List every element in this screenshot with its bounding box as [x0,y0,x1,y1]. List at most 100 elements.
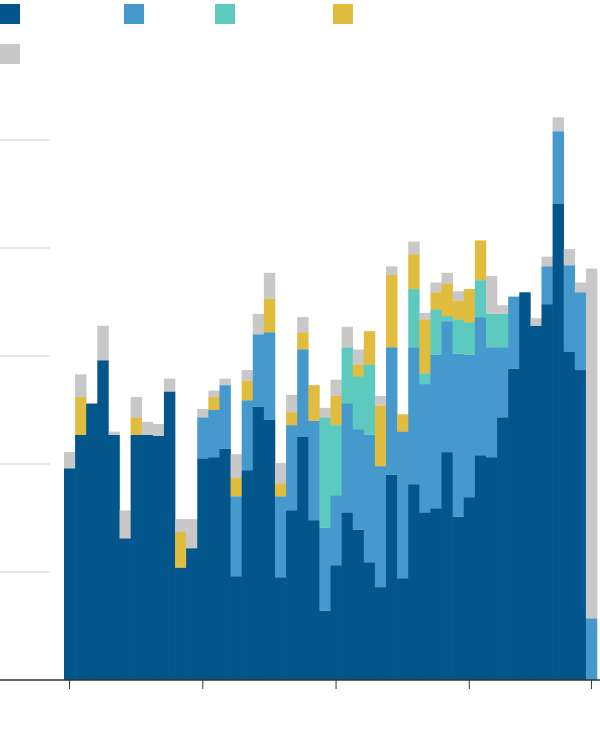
bar-segment [585,618,598,680]
bar-segment [297,437,309,680]
bar-segment [363,562,376,680]
bar-segment [408,241,420,255]
bar-segment [308,385,320,421]
bar-segment [419,384,431,513]
bar-segment [341,326,354,348]
bar-segment [430,292,442,310]
bar-segment [230,454,242,479]
bar-segment [263,419,276,680]
bar-segment [508,296,520,369]
bar-segment [530,318,542,326]
bar-segment [363,434,376,563]
bar-segment [197,408,209,418]
bar-segment [297,349,309,437]
bar-segment [497,313,509,348]
bar-segment [274,483,287,497]
bar-segment [330,565,342,680]
bar-segment [386,275,398,348]
bar-segment [563,265,576,352]
bar-segment [452,353,465,517]
bar-segment [352,364,365,377]
bar-segment [585,268,598,619]
bar-segment [130,434,143,680]
bar-segment [274,577,287,680]
bar-segment [241,370,254,381]
bar-segment [252,406,265,680]
bar-segment [552,131,564,204]
bar-segment [208,410,220,458]
bar-segment [419,312,431,320]
bar-segment [452,300,465,320]
bar-segment [241,470,254,680]
bar-segment [508,368,520,680]
bar-segment [75,434,87,680]
bar-segment [474,317,487,456]
bar-segment [219,448,231,680]
bar-segment [308,420,320,521]
bar-segment [341,403,354,513]
bar-segment [397,578,409,680]
bar-segment [263,298,276,333]
bar-segment [452,516,465,680]
bar-segment [430,282,442,293]
bar-segment [130,417,143,435]
bar-segment [330,379,342,396]
bar-segment [463,354,476,498]
bar-segment [208,397,220,410]
bar-segment [552,203,564,680]
bar-segment [408,347,420,485]
bar-segment [141,421,154,435]
bar-segment [274,496,287,578]
bar-segment [263,272,276,299]
bar-segment [141,434,154,680]
bar-segment [408,289,420,348]
bar-segment [408,254,420,290]
bar-segment [341,347,354,404]
bar-segment [552,117,564,132]
bar-segment [463,497,476,680]
bar-segment [374,405,387,467]
bar-segment [463,289,476,323]
bar-segment [441,321,453,453]
bar-segment [64,468,76,680]
bar-segment [86,403,98,680]
bar-segment [152,435,165,680]
bar-segment [363,331,376,365]
bar-segment [485,457,498,680]
bar-segment [497,417,509,680]
bar-segment [230,496,242,577]
bar-segment [441,272,453,284]
bar-segment [563,249,576,266]
bar-segment [352,429,365,530]
bar-segment [186,548,198,680]
bar-segment [108,431,120,435]
bar-segment [197,458,209,680]
bar-segment [208,390,220,398]
bar-segment [574,282,587,293]
bar-segment [97,360,109,680]
legend-swatch [0,4,20,24]
bar-segment [163,378,176,392]
bar-segment [419,373,431,385]
bar-segment [75,397,87,435]
bar-segment [374,587,387,680]
bar-segment [219,378,231,386]
bar-segment [308,520,320,680]
bar-segment [574,370,587,680]
bar-segment [230,576,242,680]
bar-segment [563,351,576,680]
bar-segment [197,417,209,459]
bar-segment [286,510,298,680]
bar-segment [108,434,120,680]
bar-segment [241,400,254,471]
bar-segment [252,313,265,335]
bar-segment [286,425,298,511]
bar-segment [297,317,309,333]
bar-segment [497,305,509,314]
bar-segment [352,529,365,680]
bar-segment [208,457,220,680]
bar-segment [519,292,531,680]
bar-segment [452,291,465,301]
bar-segment [419,512,431,680]
